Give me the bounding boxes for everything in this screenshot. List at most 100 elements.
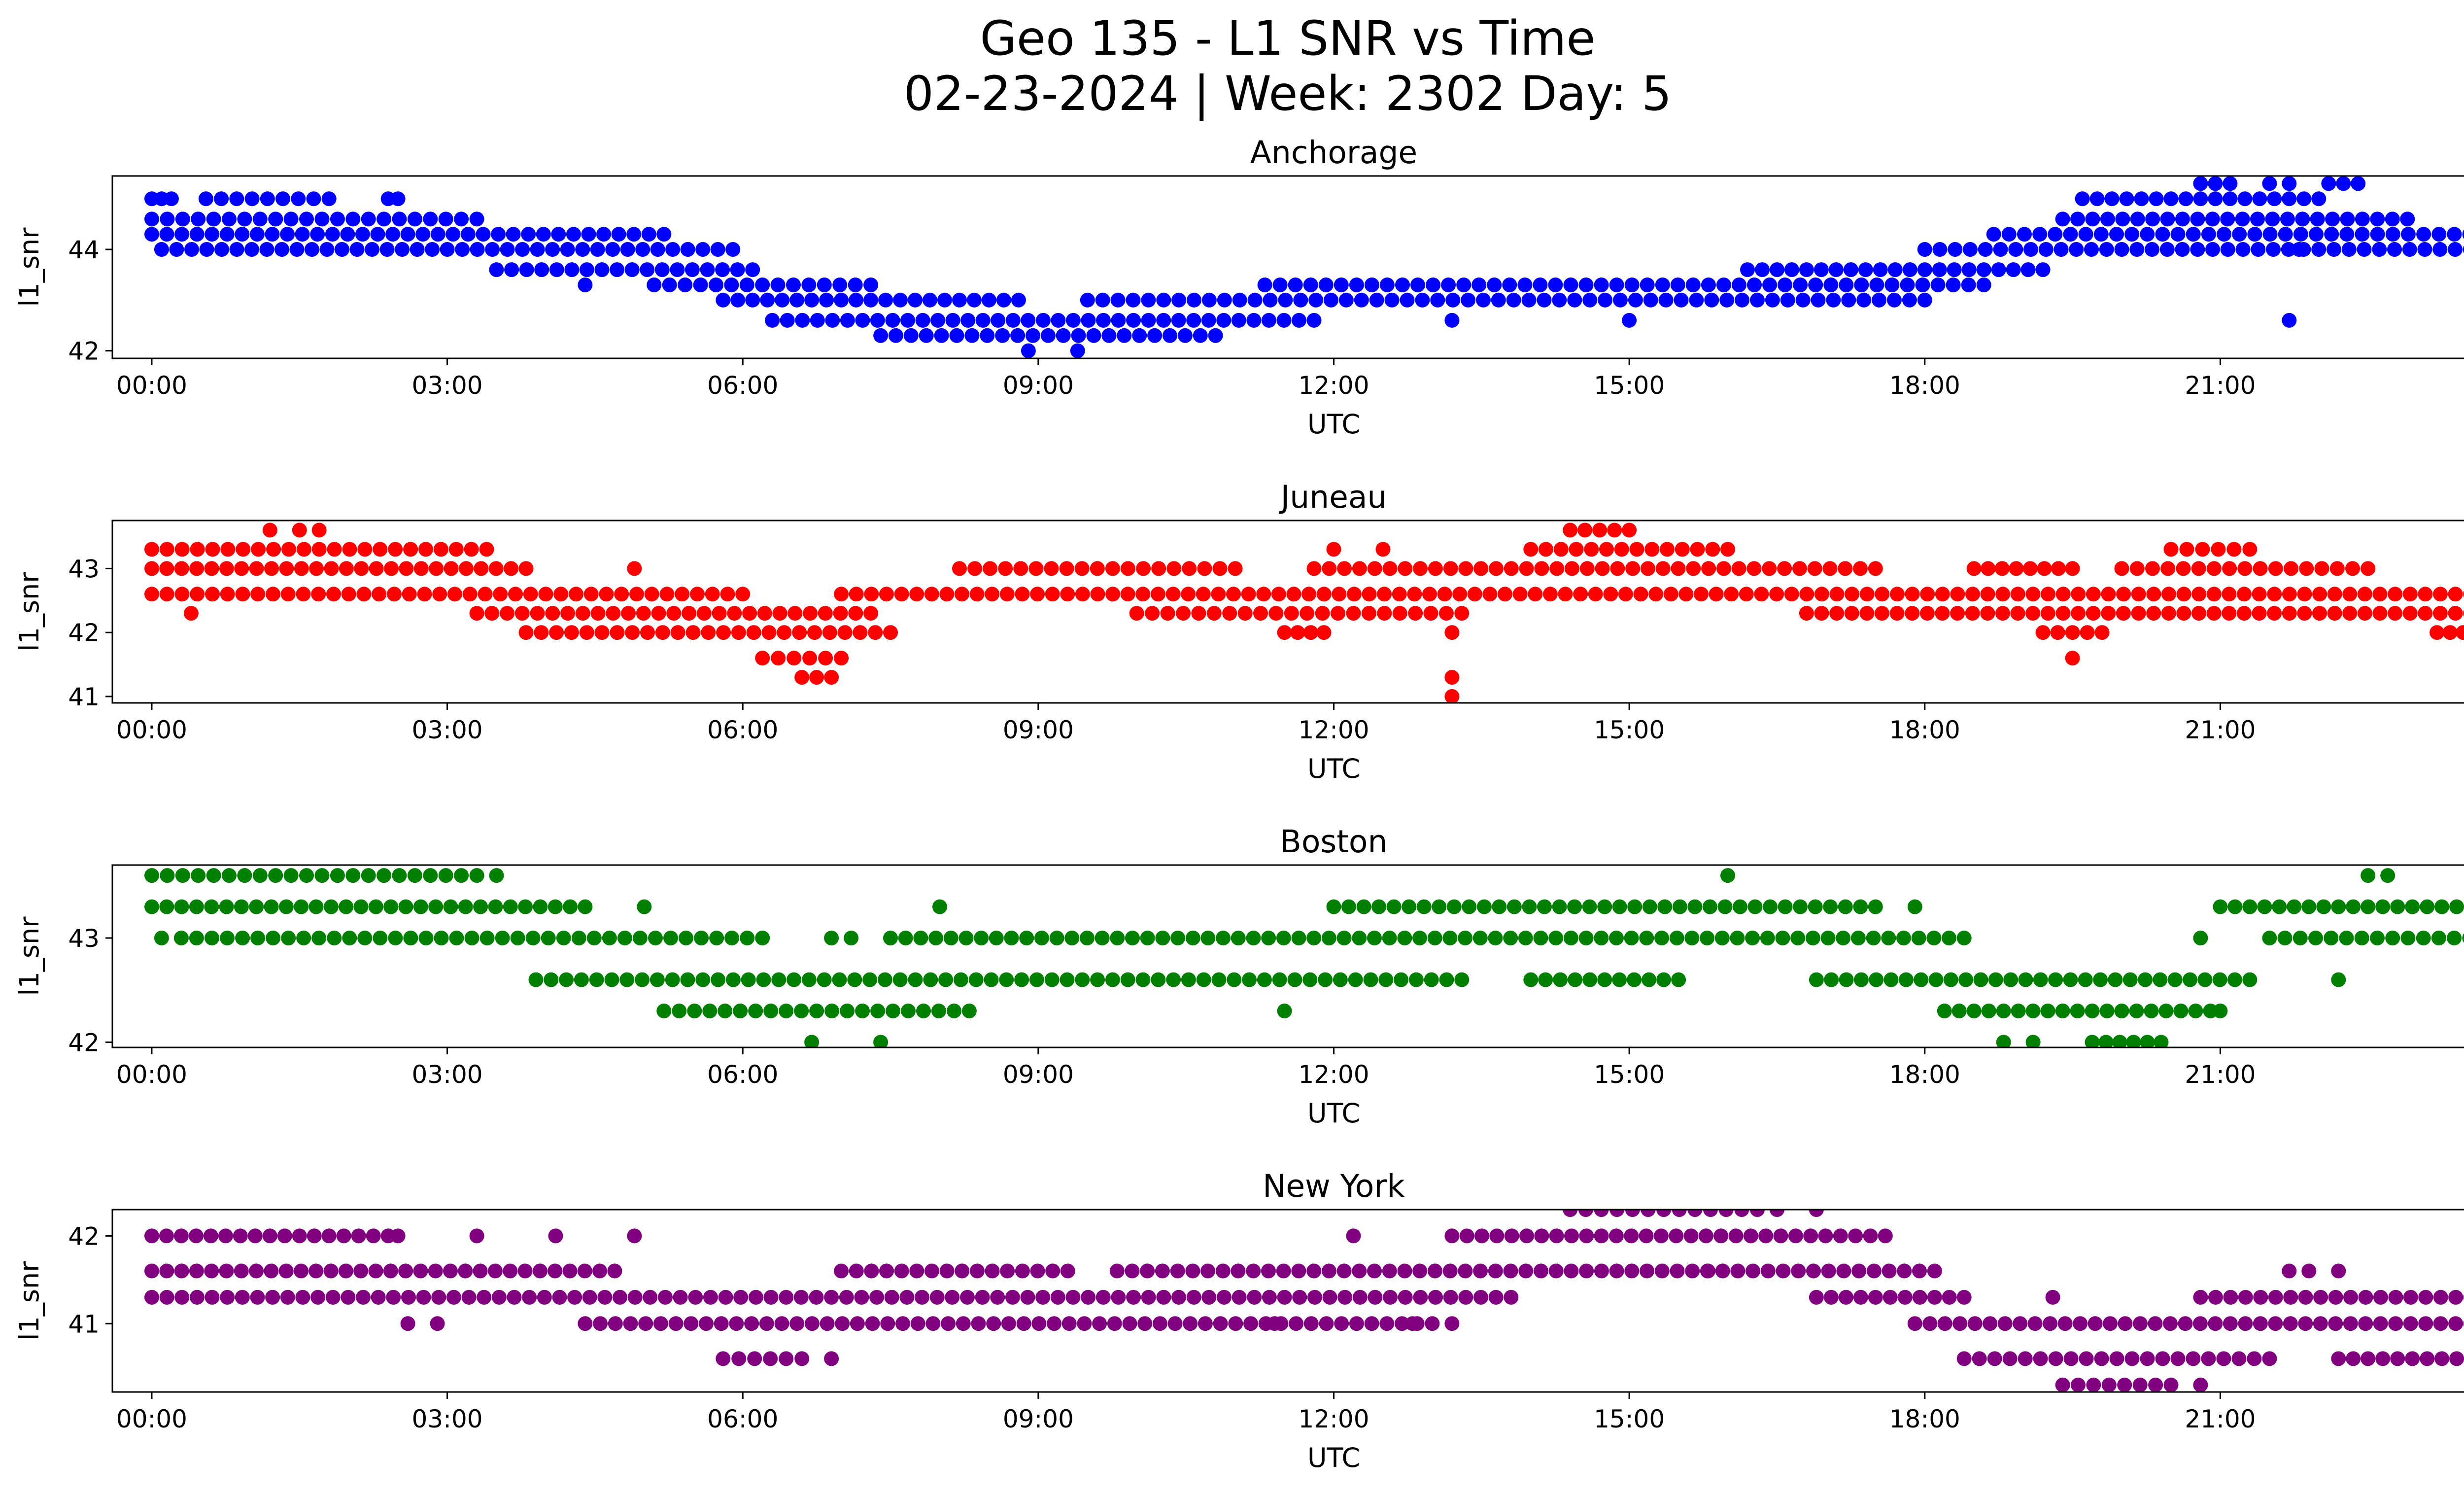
scatter-point (2145, 211, 2160, 227)
scatter-point (462, 587, 478, 602)
scatter-point (2370, 211, 2385, 227)
scatter-point (2372, 587, 2388, 602)
scatter-point (789, 1316, 805, 1331)
scatter-point (203, 1228, 218, 1244)
scatter-point (809, 1004, 824, 1018)
scatter-point (1552, 292, 1567, 308)
scatter-point (1624, 1228, 1639, 1244)
scatter-point (2235, 242, 2251, 257)
scatter-point (2311, 191, 2327, 207)
scatter-point (280, 1289, 295, 1305)
scatter-point (853, 625, 868, 640)
scatter-point (219, 899, 234, 914)
scatter-point (1750, 292, 1765, 308)
scatter-point (1839, 972, 1854, 987)
scatter-point (577, 1263, 592, 1279)
scatter-point (403, 931, 418, 945)
scatter-point (2116, 587, 2131, 602)
scatter-point (1731, 561, 1746, 576)
scatter-point (1216, 931, 1231, 945)
scatter-point (2065, 561, 2080, 576)
scatter-point (205, 227, 220, 242)
scatter-point (665, 972, 680, 987)
scatter-point (2282, 606, 2297, 621)
scatter-point (493, 587, 508, 602)
scatter-point (407, 868, 422, 883)
scatter-point (534, 262, 549, 278)
scatter-point (1402, 899, 1417, 914)
scatter-point (1701, 278, 1716, 292)
scatter-point (473, 899, 488, 914)
scatter-point (1795, 292, 1811, 308)
scatter-point (705, 587, 720, 602)
scatter-point (1912, 1289, 1927, 1305)
scatter-point (1156, 313, 1171, 328)
scatter-point (259, 242, 274, 257)
scatter-point (2070, 211, 2085, 227)
scatter-point (1518, 1263, 1534, 1279)
scatter-point (2018, 972, 2033, 987)
scatter-point (1222, 606, 1237, 621)
scatter-point (1523, 972, 1539, 987)
scatter-point (278, 899, 294, 914)
scatter-point (530, 242, 545, 257)
scatter-point (1277, 1004, 1292, 1018)
scatter-point (869, 1289, 885, 1305)
scatter-point (1232, 1289, 1247, 1305)
scatter-point (2447, 227, 2462, 242)
scatter-point (910, 1316, 925, 1331)
scatter-point (1686, 561, 1701, 576)
scatter-point (1609, 1263, 1624, 1279)
scatter-point (998, 561, 1013, 576)
scatter-point (793, 1289, 809, 1305)
scatter-point (205, 1289, 220, 1305)
scatter-point (2100, 211, 2115, 227)
scatter-point (311, 931, 327, 945)
scatter-point (1060, 587, 1075, 602)
scatter-point (2112, 1035, 2127, 1047)
scatter-point (1473, 1263, 1488, 1279)
scatter-point (341, 587, 356, 602)
scatter-point (341, 1289, 356, 1305)
scatter-point (780, 313, 795, 328)
scatter-point (281, 931, 296, 945)
scatter-point (1135, 587, 1151, 602)
scatter-point (460, 227, 476, 242)
scatter-point (924, 587, 939, 602)
figure-title-line-2: 02-23-2024 | Week: 2302 Day: 5 (903, 66, 1672, 121)
scatter-point (1890, 587, 1905, 602)
scatter-point (1064, 931, 1080, 945)
scatter-point (1660, 542, 1675, 557)
y-tick-label: 42 (68, 337, 100, 366)
scatter-point (2339, 227, 2355, 242)
scatter-point (774, 1316, 789, 1331)
scatter-point (1881, 931, 1896, 945)
scatter-point (390, 1228, 406, 1244)
scatter-point (1077, 1316, 1092, 1331)
scatter-point (1334, 1316, 1349, 1331)
scatter-point (2154, 1035, 2169, 1047)
scatter-point (1778, 278, 1793, 292)
scatter-point (2237, 191, 2253, 207)
scatter-point (1147, 328, 1163, 343)
scatter-point (1614, 542, 1629, 557)
scatter-point (1458, 1263, 1473, 1279)
scatter-point (507, 1289, 522, 1305)
scatter-point (745, 262, 760, 278)
scatter-point (1152, 1316, 1167, 1331)
scatter-point (789, 292, 805, 308)
scatter-point (144, 587, 159, 602)
scatter-point (775, 292, 790, 308)
scatter-point (581, 227, 596, 242)
scatter-point (309, 561, 324, 576)
scatter-point (1995, 587, 2011, 602)
scatter-point (2448, 1316, 2464, 1331)
scatter-point (2176, 587, 2191, 602)
scatter-point (742, 606, 757, 621)
scatter-point (2448, 587, 2463, 602)
scatter-point (522, 1289, 537, 1305)
scatter-point (1065, 1289, 1081, 1305)
scatter-point (1618, 587, 1633, 602)
scatter-point (2071, 1377, 2086, 1392)
scatter-point (1848, 1228, 1863, 1244)
